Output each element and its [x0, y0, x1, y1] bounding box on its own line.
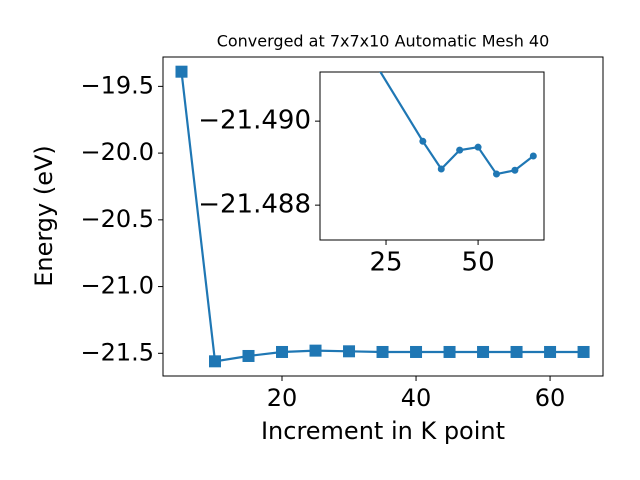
marker	[474, 143, 482, 151]
marker	[456, 146, 464, 154]
y-axis-label: Energy (eV)	[30, 145, 58, 287]
marker	[544, 345, 557, 358]
marker	[175, 65, 188, 78]
x-tick-label: 40	[401, 384, 432, 412]
marker	[276, 345, 289, 358]
marker	[343, 345, 356, 358]
marker	[510, 345, 523, 358]
marker	[437, 165, 445, 173]
marker	[376, 345, 389, 358]
x-axis-label: Increment in K point	[261, 417, 505, 445]
y-tick-label: −21.5	[80, 338, 154, 366]
marker	[577, 345, 590, 358]
x-tick-label: 25	[369, 248, 402, 278]
x-tick-label: 50	[462, 248, 495, 278]
marker	[529, 152, 537, 160]
chart-title: Converged at 7x7x10 Automatic Mesh 40	[217, 32, 550, 51]
x-tick-label: 20	[267, 384, 298, 412]
marker	[419, 137, 427, 145]
marker	[209, 355, 222, 368]
marker	[443, 345, 456, 358]
marker	[410, 345, 423, 358]
x-tick-label: 60	[535, 384, 566, 412]
y-tick-label: −19.5	[80, 71, 154, 99]
y-tick-label: −21.488	[198, 190, 311, 220]
marker	[309, 344, 322, 357]
plot-area	[175, 65, 590, 368]
y-tick-label: −20.0	[80, 138, 154, 166]
y-tick-label: −21.0	[80, 272, 154, 300]
y-tick-label: −20.5	[80, 205, 154, 233]
plot-area	[379, 72, 537, 178]
marker	[477, 345, 490, 358]
marker	[492, 170, 500, 178]
y-tick-label: −21.490	[198, 106, 311, 136]
marker	[511, 166, 519, 174]
marker	[242, 349, 255, 362]
